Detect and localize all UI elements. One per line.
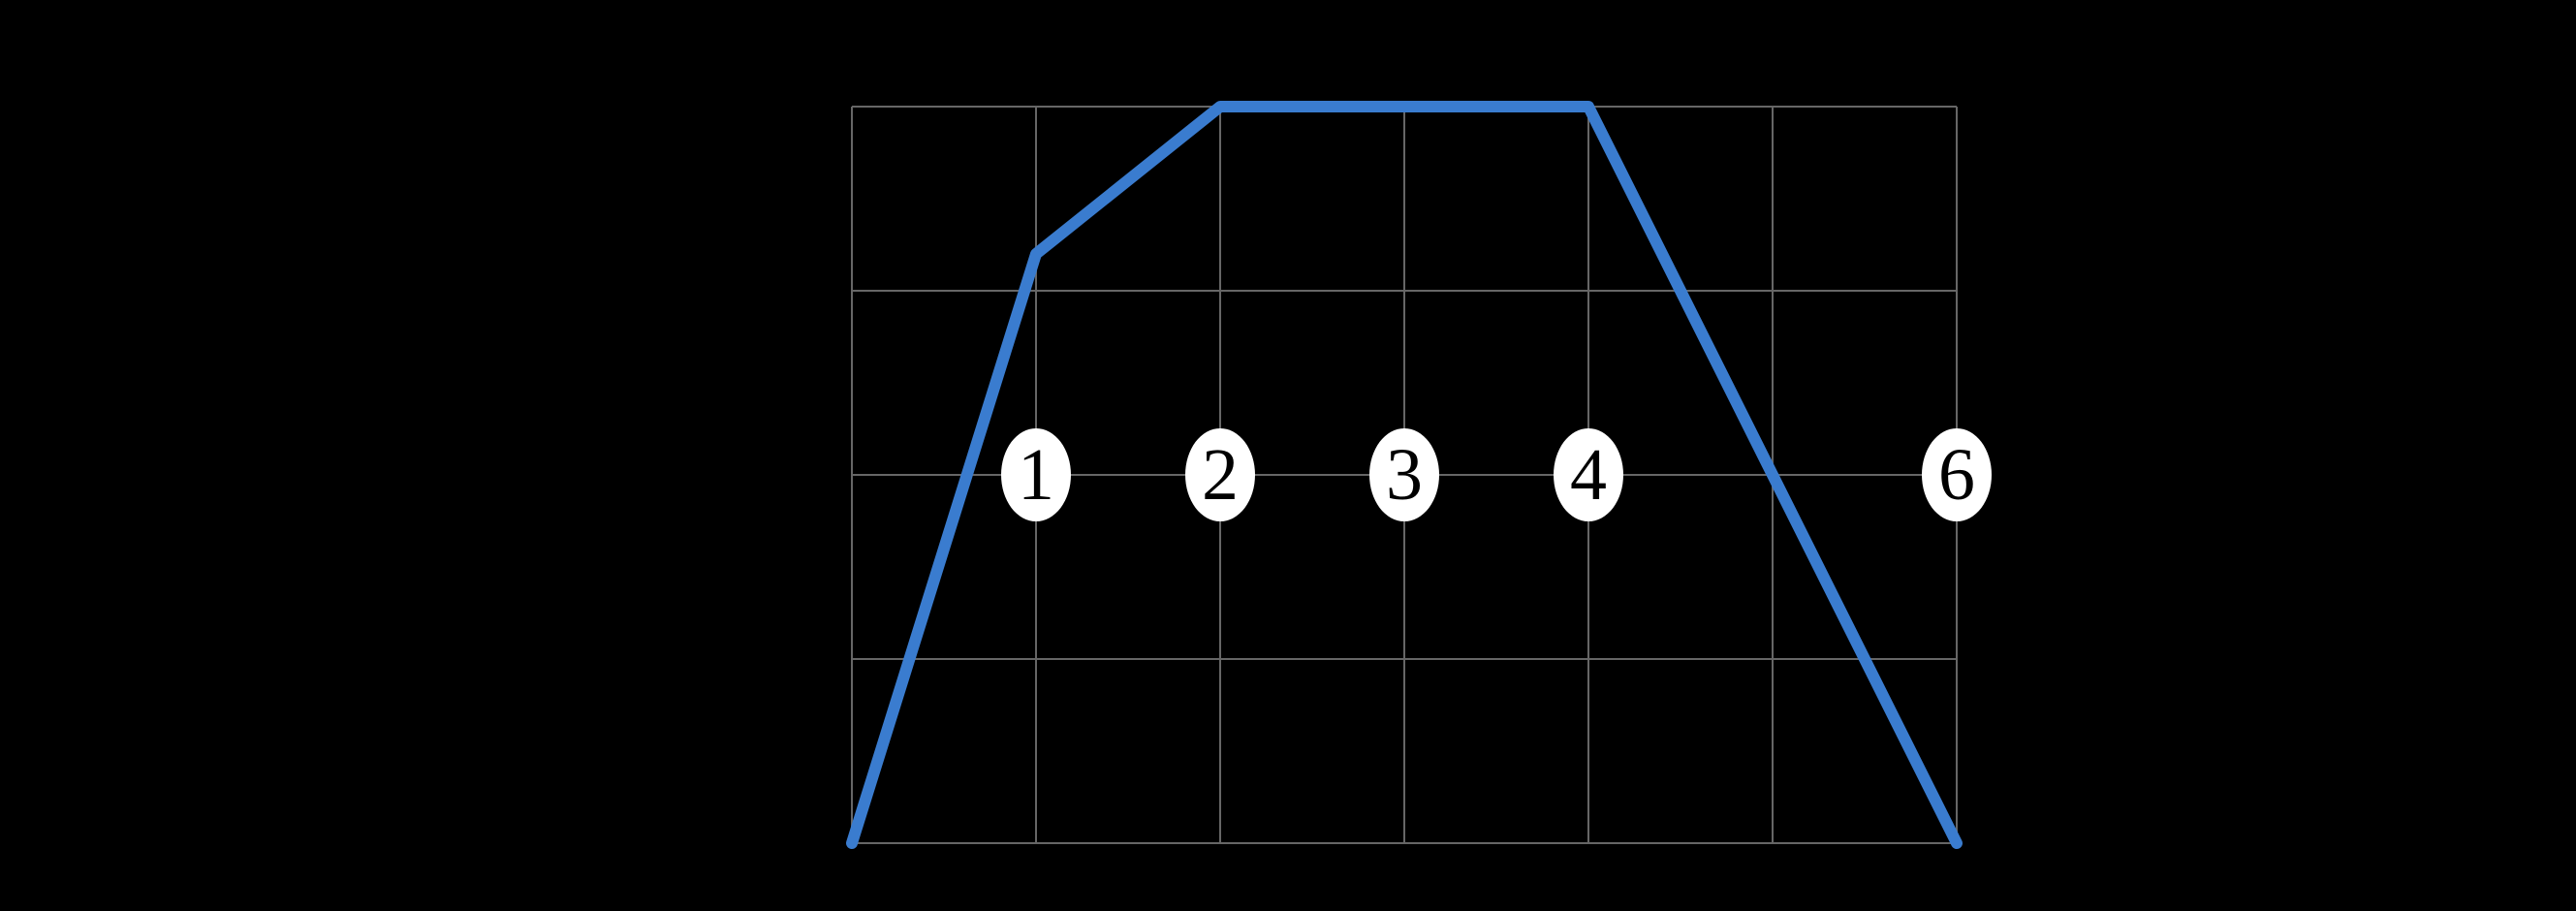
axis-label-text: 6 [1938,434,1975,516]
chart-canvas: 1 2 3 4 6 [0,0,2576,911]
axis-label-text: 2 [1202,434,1239,516]
axis-label-text: 1 [1018,434,1054,516]
axis-label-text: 3 [1386,434,1423,516]
line-chart-svg: 1 2 3 4 6 [0,0,2576,911]
axis-label-text: 4 [1570,434,1607,516]
